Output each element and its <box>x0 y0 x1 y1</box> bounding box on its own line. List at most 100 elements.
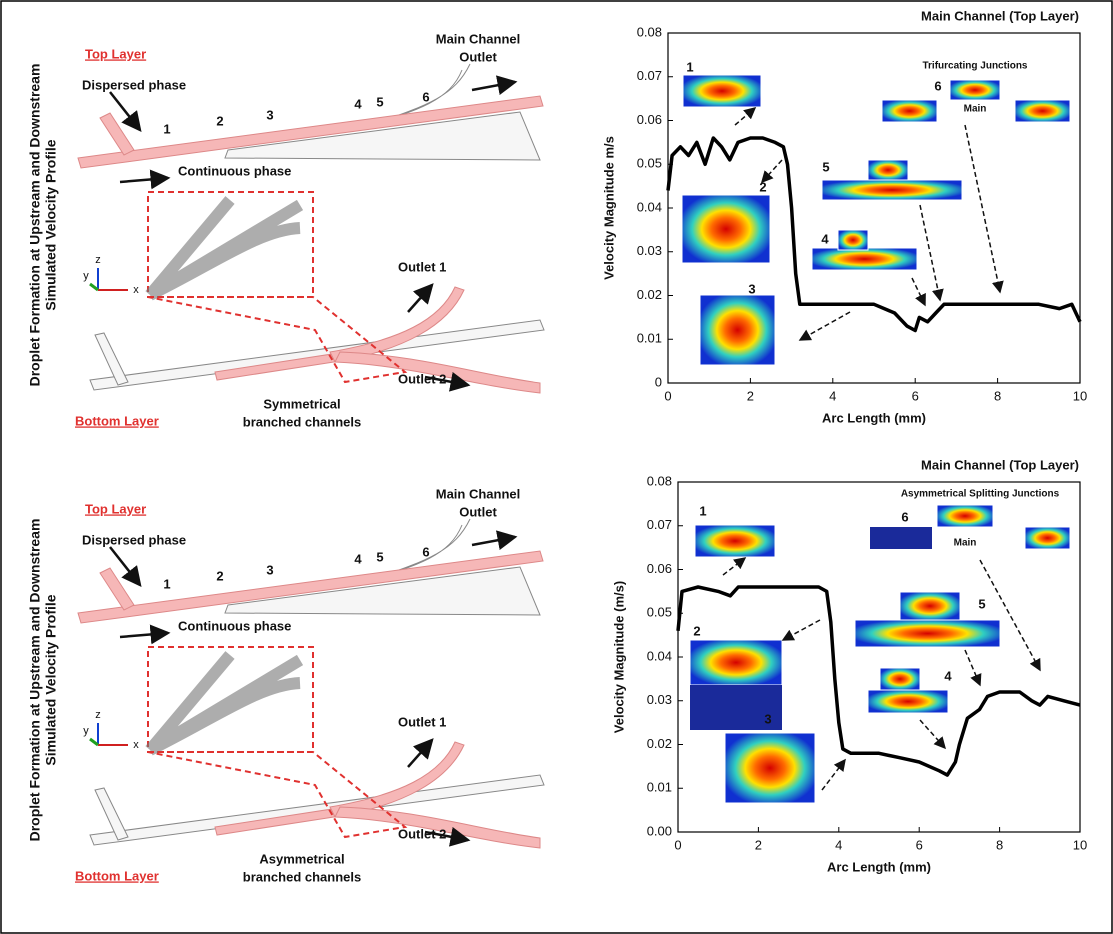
x-axis-label: Arc Length (mm) <box>822 410 926 425</box>
position-marker: 1 <box>163 121 170 136</box>
x-tick-label: 4 <box>835 837 842 852</box>
annotation: 5 <box>978 596 985 611</box>
channels-label: branched channels <box>243 414 361 429</box>
profile-inset <box>950 80 1000 100</box>
x-tick-label: 8 <box>994 388 1001 403</box>
continuous-label: Continuous phase <box>178 618 291 633</box>
profile-inset <box>855 620 1000 647</box>
position-marker: 3 <box>266 107 273 122</box>
y-tick-label: 0.03 <box>647 692 672 707</box>
x-tick-label: 0 <box>674 837 681 852</box>
x-tick-label: 4 <box>829 388 836 403</box>
channels-label: branched channels <box>243 869 361 884</box>
bottom-layer-label: Bottom Layer <box>75 413 159 428</box>
annotation: 4 <box>821 231 829 246</box>
profile-inset <box>725 733 815 803</box>
outlet2-label: Outlet 2 <box>398 371 446 386</box>
annotation: 3 <box>764 711 771 726</box>
annotation: 5 <box>822 159 829 174</box>
y-tick-label: 0.07 <box>647 517 672 532</box>
annotation: 1 <box>686 59 693 74</box>
y-tick-label: 0.04 <box>647 648 672 663</box>
position-marker: 4 <box>354 96 362 111</box>
y-tick-label: 0.06 <box>637 112 662 127</box>
axis-y <box>90 284 98 290</box>
outlet1-label: Outlet 1 <box>398 259 446 274</box>
x-axis-label: Arc Length (mm) <box>827 859 931 874</box>
x-tick-label: 6 <box>912 388 919 403</box>
axis-label: x <box>133 739 139 751</box>
x-tick-label: 10 <box>1073 388 1087 403</box>
position-marker: 5 <box>376 94 383 109</box>
x-tick-label: 8 <box>996 837 1003 852</box>
y-tick-label: 0.05 <box>647 605 672 620</box>
position-marker: 4 <box>354 551 362 566</box>
y-tick-label: 0.07 <box>637 68 662 83</box>
profile-inset <box>868 160 908 180</box>
main-outlet-label: Outlet <box>459 504 497 519</box>
profile-inset <box>1015 100 1070 122</box>
axis-label: z <box>95 254 101 266</box>
profile-inset <box>900 592 960 620</box>
profile-inset <box>682 195 770 263</box>
position-marker: 2 <box>216 113 223 128</box>
arrow <box>408 285 432 312</box>
outlet1-label: Outlet 1 <box>398 714 446 729</box>
bottom-layer-label: Bottom Layer <box>75 868 159 883</box>
profile-inset <box>1025 527 1070 549</box>
y-tick-label: 0.05 <box>637 156 662 171</box>
position-marker: 3 <box>266 562 273 577</box>
arrow <box>120 178 168 182</box>
arrow <box>408 740 432 767</box>
profile-inset <box>690 640 782 685</box>
dispersed-label: Dispersed phase <box>82 77 186 92</box>
profile-inset <box>695 525 775 557</box>
position-marker: 6 <box>422 544 429 559</box>
y-tick-label: 0.02 <box>647 736 672 751</box>
y-tick-label: 0 <box>655 374 662 389</box>
side-label: Droplet Formation at Upstream and Downst… <box>27 64 43 387</box>
profile-inset <box>822 180 962 200</box>
position-marker: 5 <box>376 549 383 564</box>
continuous-label: Continuous phase <box>178 163 291 178</box>
top-layer-label: Top Layer <box>85 46 146 61</box>
channel <box>100 568 134 610</box>
x-tick-label: 6 <box>916 837 923 852</box>
arrow <box>472 537 515 545</box>
annotation: Asymmetrical Splitting Junctions <box>901 489 1060 500</box>
y-tick-label: 0.02 <box>637 287 662 302</box>
annotation: Main <box>964 104 987 115</box>
y-axis-label: Velocity Magnitude m/s <box>601 136 616 280</box>
x-tick-label: 2 <box>755 837 762 852</box>
channel <box>100 113 134 155</box>
x-tick-label: 2 <box>747 388 754 403</box>
annotation: Trifurcating Junctions <box>922 61 1027 72</box>
axis-y <box>90 739 98 745</box>
x-tick-label: 0 <box>664 388 671 403</box>
chart-title: Main Channel (Top Layer) <box>921 8 1079 23</box>
position-marker: 6 <box>422 89 429 104</box>
y-tick-label: 0.01 <box>647 780 672 795</box>
profile-inset <box>868 690 948 713</box>
position-marker: 1 <box>163 576 170 591</box>
arrow <box>472 82 515 90</box>
annotation: 2 <box>759 179 766 194</box>
side-label: Simulated Velocity Profile <box>43 594 59 765</box>
profile-inset <box>882 100 937 122</box>
axis-label: y <box>83 725 89 737</box>
main-outlet-label: Main Channel <box>436 31 521 46</box>
annotation: 2 <box>693 623 700 638</box>
channels-label: Symmetrical <box>263 396 340 411</box>
profile-inset <box>700 295 775 365</box>
y-tick-label: 0.03 <box>637 243 662 258</box>
outlet-channel <box>330 742 464 817</box>
annotation: 6 <box>934 78 941 93</box>
main-outlet-label: Main Channel <box>436 486 521 501</box>
y-tick-label: 0.01 <box>637 331 662 346</box>
y-tick-label: 0.06 <box>647 561 672 576</box>
arrow <box>120 633 168 637</box>
axis-label: z <box>95 709 101 721</box>
profile-inset <box>937 505 993 527</box>
figure: yzxDroplet Formation at Upstream and Dow… <box>0 0 1113 934</box>
y-tick-label: 0.00 <box>647 823 672 838</box>
